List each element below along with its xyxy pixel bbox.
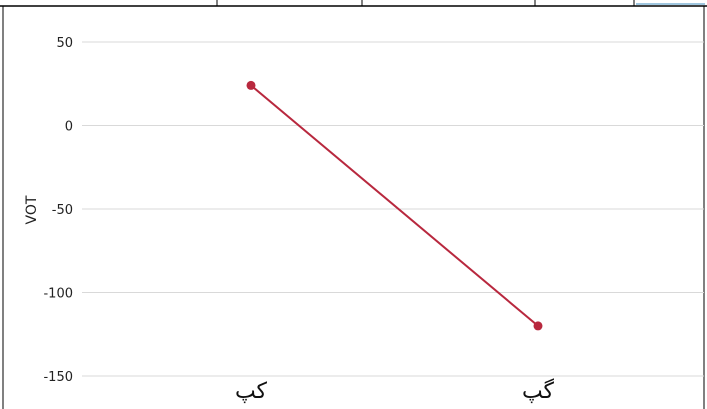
y-tick-label: 0 xyxy=(65,120,73,135)
data-point xyxy=(246,80,256,90)
y-axis-ticks: 50 0 -50 -100 -150 xyxy=(43,36,73,385)
x-category-label: کپ xyxy=(235,379,268,404)
series-line xyxy=(250,84,539,327)
y-tick-label: -150 xyxy=(43,370,73,385)
gridlines xyxy=(82,41,704,377)
y-tick-label: 50 xyxy=(56,36,73,51)
x-category-label: گپ xyxy=(522,378,555,404)
series-group xyxy=(246,80,543,331)
y-axis-title: VOT xyxy=(24,195,40,224)
data-point xyxy=(533,321,543,331)
x-axis-categories: کپ گپ xyxy=(235,378,555,404)
y-tick-label: -100 xyxy=(43,287,73,302)
y-tick-label: -50 xyxy=(52,203,73,218)
